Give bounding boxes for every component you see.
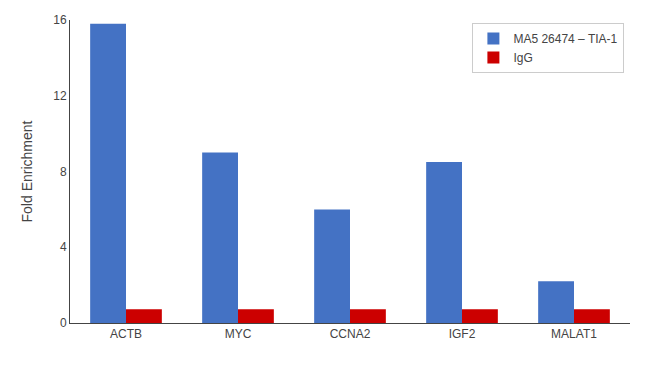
svg-text:0: 0 xyxy=(60,316,67,330)
svg-text:IGF2: IGF2 xyxy=(449,327,476,341)
svg-text:MALAT1: MALAT1 xyxy=(551,327,597,341)
svg-text:Fold Enrichment: Fold Enrichment xyxy=(19,120,35,222)
svg-text:16: 16 xyxy=(53,13,67,27)
svg-text:MA5 26474 – TIA-1: MA5 26474 – TIA-1 xyxy=(513,32,617,46)
svg-text:IgG: IgG xyxy=(513,51,532,65)
svg-text:4: 4 xyxy=(60,240,67,254)
svg-text:CCNA2: CCNA2 xyxy=(330,327,371,341)
svg-text:12: 12 xyxy=(53,89,67,103)
svg-text:ACTB: ACTB xyxy=(110,327,142,341)
svg-text:8: 8 xyxy=(60,165,67,179)
svg-text:MYC: MYC xyxy=(225,327,252,341)
